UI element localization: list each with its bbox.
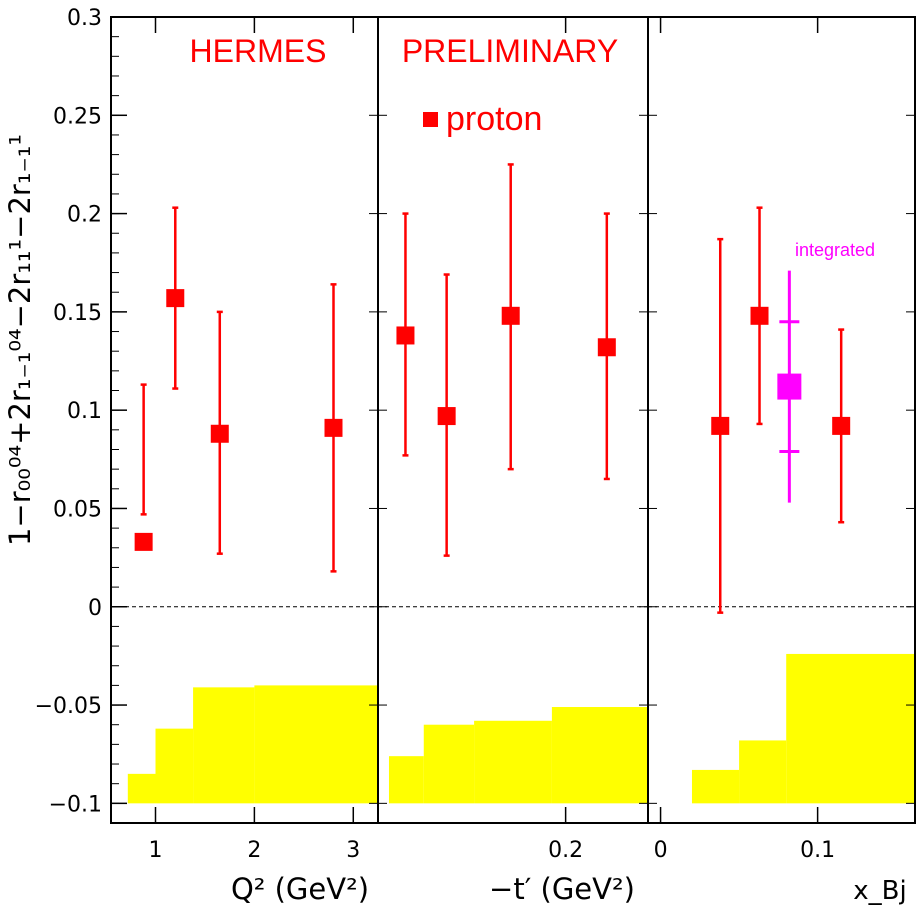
integrated-point	[777, 373, 802, 400]
x-axis-label-t: −t′ (GeV²)	[489, 872, 635, 906]
plot-frame	[110, 16, 916, 824]
legend-label: proton	[446, 100, 542, 138]
status-label: PRELIMINARY	[402, 33, 618, 69]
systematic-band-bin	[155, 728, 194, 804]
y-axis-label: 1−r₀₀⁰⁴+2r₁₋₁⁰⁴−2r₁₁¹−2r₁₋₁¹	[3, 134, 37, 546]
systematic-band-bin	[388, 756, 424, 804]
y-tick-label: 0.2	[67, 203, 102, 228]
systematic-band-bin	[474, 720, 552, 804]
y-tick-label: −0.1	[49, 792, 102, 817]
x-tick-label: 3	[346, 838, 360, 863]
data-point	[711, 416, 730, 435]
data-point	[597, 338, 616, 357]
y-tick-label: 0	[88, 596, 102, 621]
legend-marker	[423, 112, 438, 127]
systematic-band-bin	[739, 740, 787, 804]
experiment-label: HERMES	[190, 33, 327, 69]
data-point	[832, 416, 851, 435]
systematic-band-bin	[127, 773, 156, 804]
y-tick-label: 0.05	[53, 497, 102, 522]
x-tick-label: 1	[149, 838, 163, 863]
systematic-bands	[127, 653, 915, 804]
systematic-band-bin	[786, 653, 915, 804]
y-tick-label: 0.3	[67, 6, 102, 31]
systematic-band-bin	[254, 685, 378, 804]
data-point	[134, 532, 153, 551]
x-tick-label: 0.1	[800, 838, 835, 863]
x-axis-label-xbj: x_Bj	[853, 876, 906, 906]
data-point	[750, 306, 769, 325]
systematic-band-bin	[691, 769, 740, 804]
y-tick-label: −0.05	[35, 694, 102, 719]
systematic-band-bin	[193, 687, 255, 804]
x-tick-label: 2	[247, 838, 261, 863]
y-tick-label: 0.25	[53, 104, 102, 129]
x-axis-label-q2: Q² (GeV²)	[231, 872, 369, 906]
data-point	[210, 424, 229, 443]
axis-ticks: 1 2 3 0.2 0 0.1 0.3 0.25 0.2 0.15 0.1 0.05 0 −0.05 −0.…	[35, 6, 915, 863]
y-tick-label: 0.15	[53, 301, 102, 326]
systematic-band-bin	[551, 707, 648, 804]
integrated-label: integrated	[795, 240, 875, 260]
y-tick-label: 0.1	[67, 399, 102, 424]
systematic-band-bin	[423, 724, 475, 804]
data-point	[396, 326, 415, 345]
data-point	[501, 306, 520, 325]
data-point	[324, 418, 343, 437]
data-point	[166, 289, 185, 308]
data-points	[134, 163, 851, 614]
data-point	[437, 407, 456, 426]
x-tick-label: 0	[654, 838, 668, 863]
x-tick-label: 0.2	[548, 838, 583, 863]
panel-frame	[647, 16, 916, 824]
